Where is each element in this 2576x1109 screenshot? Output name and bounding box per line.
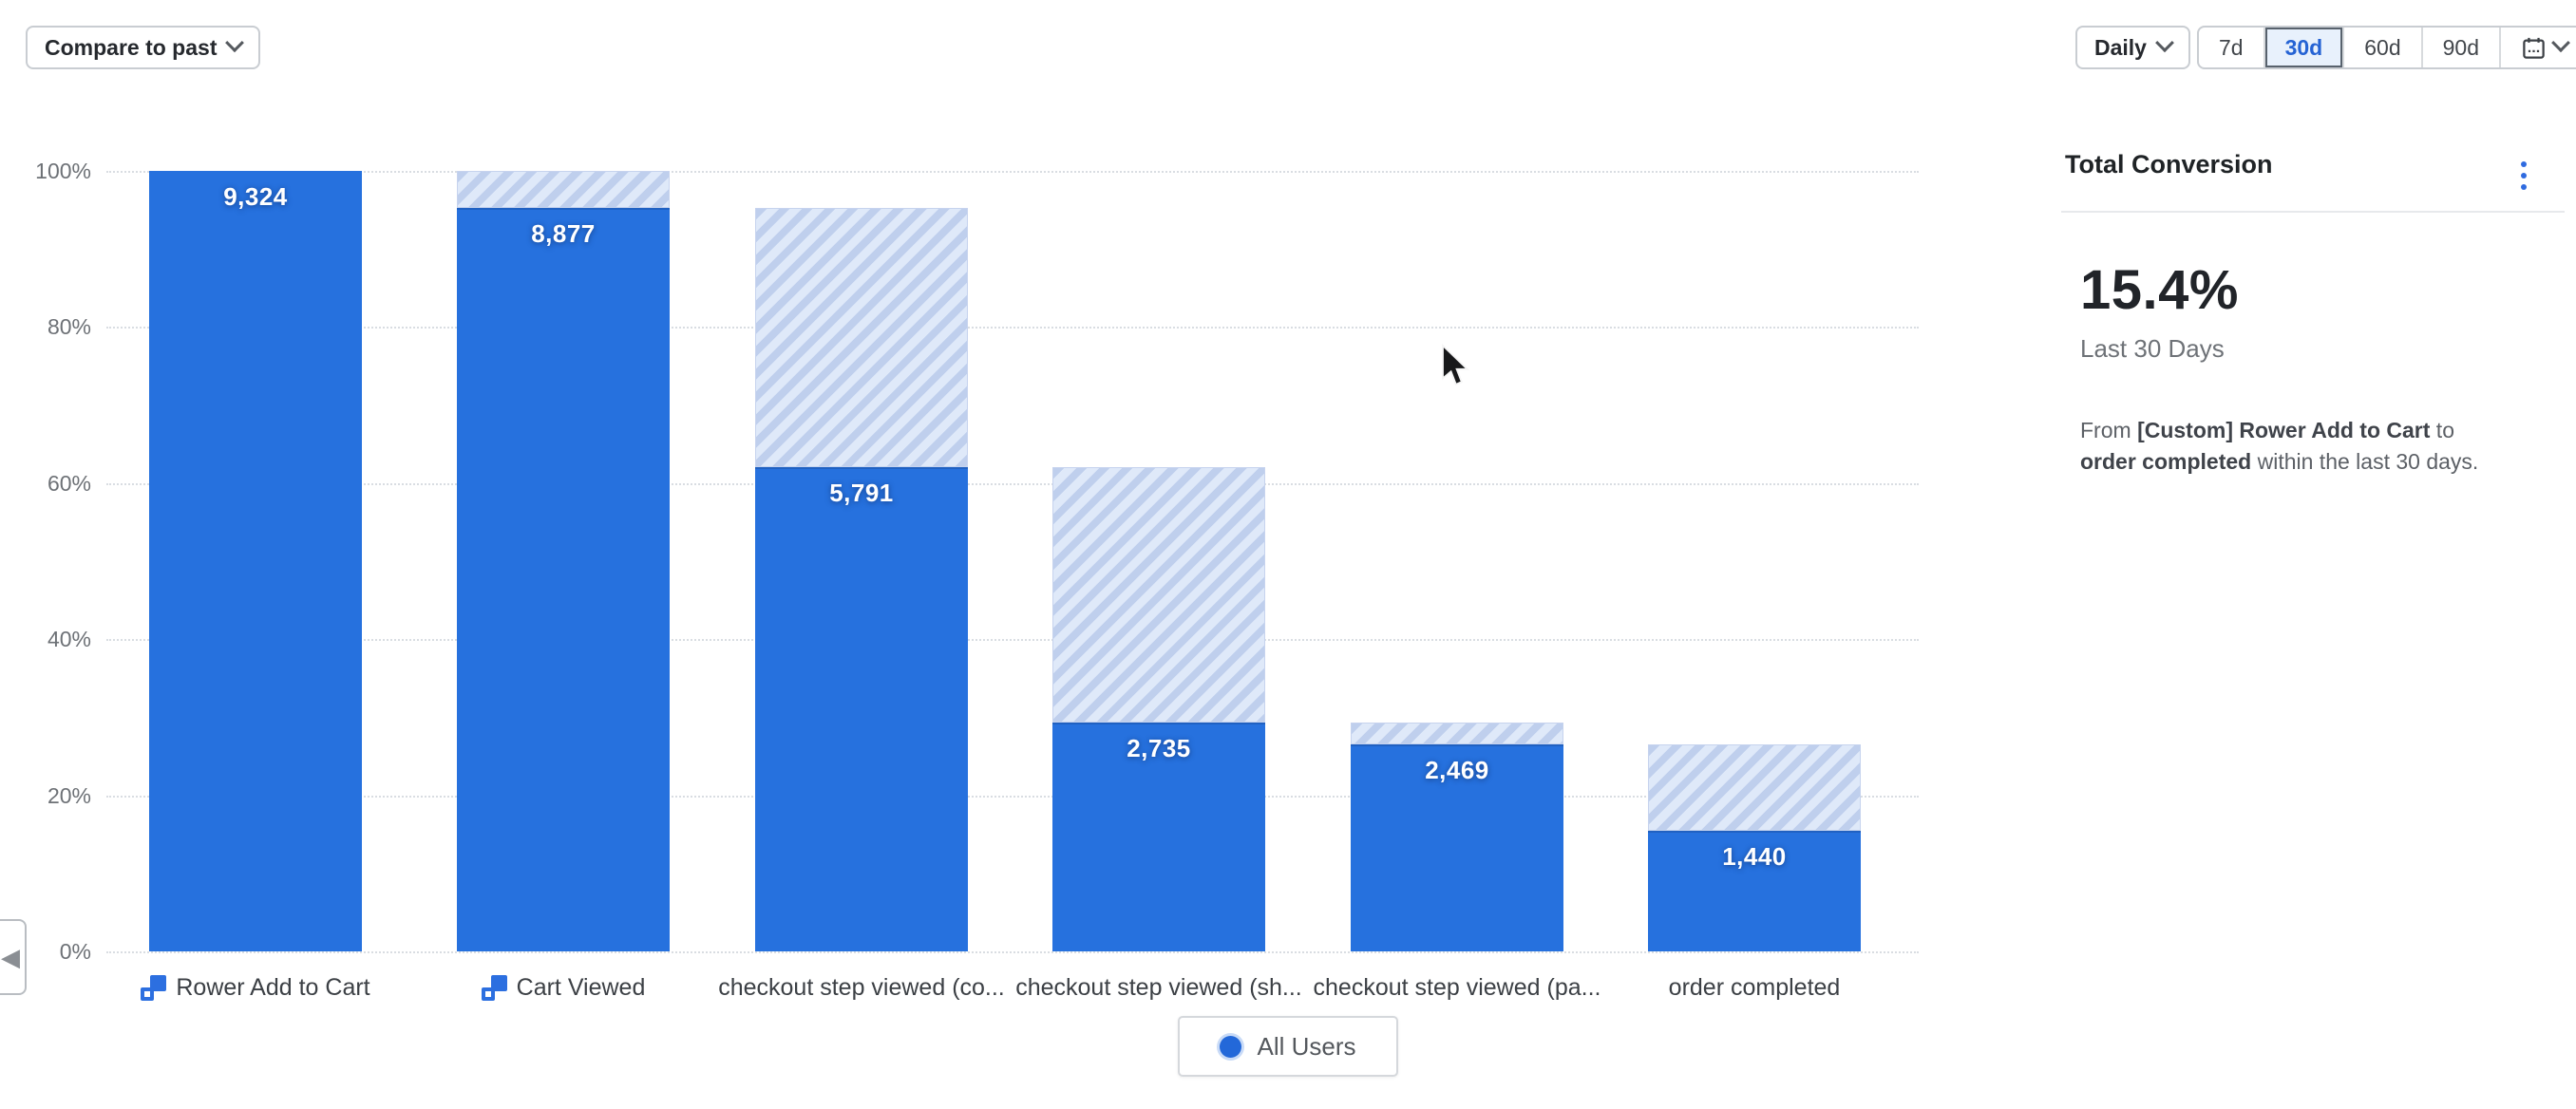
legend-label: All Users <box>1257 1031 1356 1061</box>
compare-to-past-button[interactable]: Compare to past <box>26 26 261 69</box>
gridline-40% <box>106 639 1919 642</box>
compare-to-past-label: Compare to past <box>45 34 218 60</box>
legend-item-all-users[interactable]: All Users <box>1178 1016 1398 1077</box>
x-axis-label-text: checkout step viewed (co... <box>718 973 1005 1001</box>
collapse-sidebar-button[interactable]: ◀ <box>0 919 27 995</box>
x-axis-label-1: Rower Add to Cart <box>66 968 445 1006</box>
desc-suffix: within the last 30 days. <box>2251 449 2479 474</box>
y-axis-tick-0%: 0% <box>59 939 91 964</box>
gridline-0% <box>106 951 1919 953</box>
funnel-bar-3[interactable] <box>755 466 968 951</box>
calendar-icon <box>2523 37 2545 59</box>
mouse-cursor <box>1442 344 1470 385</box>
desc-middle: to <box>2430 418 2454 442</box>
x-axis-label-text: checkout step viewed (pa... <box>1313 973 1601 1001</box>
bar-value-label-4: 2,735 <box>1127 734 1191 763</box>
chevron-down-icon <box>2155 33 2174 53</box>
total-conversion-period: Last 30 Days <box>2080 334 2225 363</box>
bar-value-label-6: 1,440 <box>1722 842 1787 872</box>
bar-value-label-5: 2,469 <box>1425 756 1489 785</box>
desc-from-event: [Custom] Rower Add to Cart <box>2137 418 2431 442</box>
x-axis-label-6: order completed <box>1564 968 1944 1006</box>
x-axis-label-2: Cart Viewed <box>373 968 753 1006</box>
funnel-bar-4[interactable] <box>1052 723 1265 951</box>
funnel-bar-6[interactable] <box>1648 831 1861 951</box>
funnel-bar-6-previous-step-segment[interactable] <box>1648 744 1861 832</box>
range-button-60d[interactable]: 60d <box>2342 28 2420 67</box>
funnel-bar-2-previous-step-segment[interactable] <box>457 171 670 209</box>
range-button-90d[interactable]: 90d <box>2420 28 2499 67</box>
gridline-60% <box>106 482 1919 485</box>
total-conversion-value: 15.4% <box>2080 259 2239 321</box>
funnel-bar-1[interactable] <box>149 171 362 951</box>
y-axis-tick-40%: 40% <box>47 627 91 652</box>
chevron-down-icon <box>2551 33 2570 53</box>
bar-value-label-3: 5,791 <box>829 478 894 507</box>
funnel-bar-3-previous-step-segment[interactable] <box>755 208 968 467</box>
x-axis-label-text: Rower Add to Cart <box>176 973 370 1001</box>
range-button-30d[interactable]: 30d <box>2263 28 2343 67</box>
calendar-range-button[interactable] <box>2498 28 2576 67</box>
custom-event-icon <box>141 974 167 1001</box>
x-axis-label-5: checkout step viewed (pa... <box>1267 968 1647 1006</box>
funnel-bar-5[interactable] <box>1351 744 1563 951</box>
legend-color-dot <box>1220 1035 1242 1058</box>
y-axis-tick-20%: 20% <box>47 782 91 808</box>
desc-prefix: From <box>2080 418 2138 442</box>
x-axis-label-4: checkout step viewed (sh... <box>969 968 1349 1006</box>
collapse-left-arrow-icon: ◀ <box>1 943 20 971</box>
gridline-100% <box>106 171 1919 173</box>
granularity-label: Daily <box>2094 34 2147 60</box>
bar-value-label-2: 8,877 <box>531 219 596 249</box>
kebab-menu-icon[interactable] <box>2517 158 2530 194</box>
granularity-dropdown[interactable]: Daily <box>2075 26 2190 69</box>
funnel-bar-4-previous-step-segment[interactable] <box>1052 466 1265 724</box>
funnel-bar-2[interactable] <box>457 208 670 951</box>
y-axis-tick-100%: 100% <box>35 159 91 183</box>
x-axis-label-text: order completed <box>1668 973 1841 1001</box>
range-buttons: 7d 30d 60d 90d <box>2199 28 2499 67</box>
desc-to-event: order completed <box>2080 449 2252 474</box>
bar-value-label-1: 9,324 <box>223 182 288 211</box>
x-axis-label-text: checkout step viewed (sh... <box>1015 973 1302 1001</box>
x-axis-label-text: Cart Viewed <box>516 973 646 1001</box>
total-conversion-description: From [Custom] Rower Add to Cart to order… <box>2080 415 2515 478</box>
custom-event-icon <box>481 974 507 1001</box>
gridline-80% <box>106 327 1919 329</box>
funnel-bar-5-previous-step-segment[interactable] <box>1351 723 1563 745</box>
range-button-7d[interactable]: 7d <box>2219 34 2244 60</box>
panel-divider <box>2061 211 2565 213</box>
y-axis-tick-60%: 60% <box>47 470 91 496</box>
gridline-20% <box>106 795 1919 798</box>
date-range-segmented-control: 7d 30d 60d 90d <box>2197 26 2576 69</box>
y-axis-tick-80%: 80% <box>47 314 91 340</box>
chevron-down-icon <box>225 33 245 53</box>
x-axis-label-3: checkout step viewed (co... <box>672 968 1051 1006</box>
panel-title: Total Conversion <box>2065 150 2273 179</box>
